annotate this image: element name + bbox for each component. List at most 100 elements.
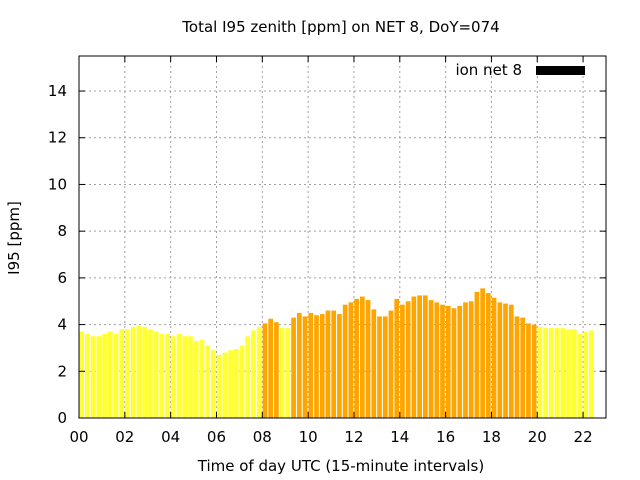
bar — [342, 304, 348, 418]
bar — [85, 333, 90, 418]
plot-frame — [78, 55, 607, 419]
bar — [514, 316, 520, 418]
bar — [148, 329, 153, 418]
grid — [79, 56, 606, 418]
bar — [394, 298, 400, 418]
bar — [130, 326, 136, 418]
bar — [400, 304, 405, 418]
bar — [417, 295, 422, 418]
bar — [325, 310, 331, 418]
y-tick-label: 8 — [57, 222, 67, 240]
bar — [125, 329, 130, 418]
x-tick-label: 08 — [253, 428, 272, 446]
bar — [543, 328, 548, 418]
bar — [497, 302, 503, 418]
bar — [216, 354, 222, 418]
bar — [233, 349, 239, 418]
bar — [520, 317, 526, 418]
bar — [566, 329, 571, 418]
x-axis-label: Time of day UTC (15-minute intervals) — [197, 457, 484, 475]
legend-swatch — [536, 66, 585, 75]
bar — [245, 336, 251, 418]
bar — [170, 336, 176, 418]
bar — [302, 316, 308, 418]
bar — [480, 288, 485, 418]
y-tick-label: 2 — [57, 362, 67, 380]
bar — [319, 314, 325, 418]
bar — [182, 336, 188, 418]
bar — [159, 333, 165, 418]
y-tick-label: 0 — [57, 409, 67, 427]
x-tick-label: 18 — [482, 428, 501, 446]
bar — [354, 298, 359, 418]
bar — [440, 304, 445, 418]
bar — [583, 331, 589, 418]
bar — [268, 318, 274, 418]
bar — [153, 331, 159, 418]
bar — [554, 328, 560, 418]
bar — [348, 302, 354, 418]
x-tick-label: 16 — [436, 428, 455, 446]
bar — [274, 322, 279, 418]
bar — [377, 316, 382, 418]
bar — [176, 333, 182, 418]
bar — [228, 350, 233, 418]
bar — [371, 309, 377, 418]
bar — [279, 328, 285, 418]
bar — [119, 329, 125, 418]
x-tick-label: 00 — [69, 428, 88, 446]
x-tick-label: 04 — [161, 428, 180, 446]
x-tick-label: 10 — [299, 428, 318, 446]
legend: ion net 8 — [455, 61, 585, 79]
bar — [222, 352, 228, 418]
bar — [434, 302, 440, 418]
bar — [428, 300, 434, 418]
bar — [526, 323, 531, 418]
bar — [256, 326, 262, 418]
bar — [463, 302, 468, 418]
chart-title: Total I95 zenith [ppm] on NET 8, DoY=074 — [181, 18, 499, 36]
bar — [331, 310, 337, 418]
bar — [445, 305, 451, 418]
y-tick-label: 12 — [48, 129, 67, 147]
bars — [79, 288, 594, 418]
legend-label: ion net 8 — [455, 61, 522, 79]
bar — [165, 333, 170, 418]
bar — [359, 296, 365, 418]
bar — [337, 314, 342, 418]
bar — [508, 304, 514, 418]
bar — [205, 345, 211, 418]
bar — [537, 326, 543, 418]
y-tick-label: 6 — [57, 269, 67, 287]
bar — [142, 326, 148, 418]
y-tick-label: 14 — [48, 82, 67, 100]
bar — [571, 329, 577, 418]
bar — [474, 291, 480, 418]
bar — [285, 328, 291, 418]
bar — [96, 336, 102, 418]
bar — [314, 315, 319, 418]
bar — [531, 324, 537, 418]
bar — [468, 301, 474, 418]
bar — [113, 333, 119, 418]
x-tick-label: 20 — [528, 428, 547, 446]
bar — [308, 312, 314, 418]
bar — [296, 312, 302, 418]
bar — [90, 336, 96, 418]
x-tick-label: 06 — [207, 428, 226, 446]
x-tick-label: 12 — [344, 428, 363, 446]
bar — [486, 293, 491, 418]
bar — [589, 330, 594, 418]
bar — [560, 328, 566, 418]
x-tick-label: 02 — [115, 428, 134, 446]
y-tick-label: 10 — [48, 175, 67, 193]
bar — [411, 296, 417, 418]
bar — [199, 339, 205, 418]
x-tick-label: 14 — [390, 428, 409, 446]
bar — [102, 333, 107, 418]
bar — [451, 308, 457, 418]
bar — [405, 301, 411, 418]
bar — [193, 340, 199, 418]
